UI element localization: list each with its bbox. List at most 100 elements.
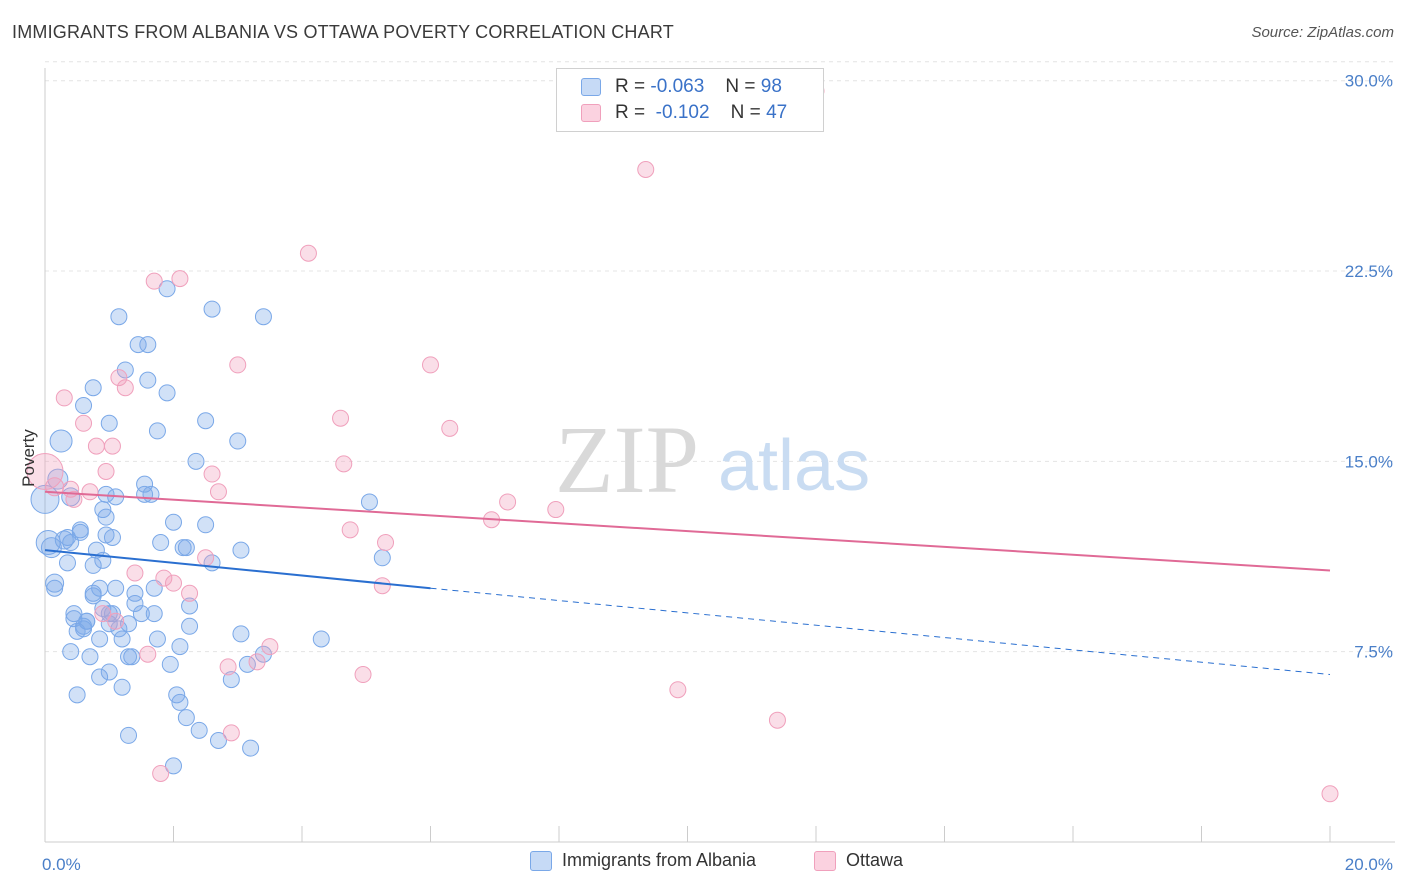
grid-lines <box>45 61 1395 653</box>
albania-point <box>232 625 250 643</box>
albania-point <box>165 513 182 531</box>
ottawa-point <box>669 681 687 699</box>
albania-point <box>107 579 125 597</box>
legend-row-albania: R = -0.063 N = 98 <box>581 74 782 100</box>
ottawa-point <box>768 711 786 729</box>
albania-point <box>65 605 83 623</box>
tick-labels: 7.5% 15.0% 22.5% 30.0% 0.0% 20.0% <box>42 72 1393 874</box>
ottawa-point <box>65 490 83 508</box>
albania-point <box>100 414 118 432</box>
data-points <box>26 82 1339 803</box>
albania-point <box>91 668 109 686</box>
legend-row-ottawa: R = -0.102 N = 47 <box>581 100 787 126</box>
x-tick-label: 0.0% <box>42 855 81 874</box>
albania-point <box>139 336 157 354</box>
ottawa-point <box>197 549 215 567</box>
albania-point <box>75 397 93 415</box>
ottawa-point <box>181 584 199 602</box>
ottawa-point <box>1321 785 1339 803</box>
albania-point <box>181 617 199 635</box>
ottawa-point <box>248 653 266 671</box>
ottawa-point <box>171 270 189 288</box>
bottom-legend-label: Ottawa <box>846 850 904 870</box>
albania-point <box>71 523 89 541</box>
ottawa-point <box>229 356 247 374</box>
albania-point <box>181 597 199 615</box>
ottawa-point <box>87 437 105 455</box>
albania-point <box>132 605 150 623</box>
y-tick-label: 30.0% <box>1345 72 1393 91</box>
albania-point <box>46 579 64 597</box>
albania-point <box>242 739 260 757</box>
albania-point <box>45 573 65 593</box>
albania-point <box>209 731 227 749</box>
albania-point <box>91 579 109 597</box>
legend-n-value: 47 <box>766 102 788 123</box>
ottawa-point <box>145 272 163 290</box>
ottawa-point <box>222 724 240 742</box>
albania-point <box>190 721 208 739</box>
chart-title: IMMIGRANTS FROM ALBANIA VS OTTAWA POVERT… <box>12 22 674 42</box>
albania-point <box>120 726 138 744</box>
ottawa-point <box>103 437 121 455</box>
albania-point <box>373 549 391 567</box>
albania-point <box>100 663 118 681</box>
albania-point <box>81 648 99 666</box>
ottawa-point <box>116 379 134 397</box>
ottawa-point <box>377 534 395 552</box>
ottawa-point <box>165 574 182 592</box>
albania-point <box>120 615 138 633</box>
ottawa-point <box>110 369 128 387</box>
albania-point <box>158 280 176 298</box>
albania-point <box>254 308 272 326</box>
legend-r-value: -0.102 <box>655 102 710 123</box>
albania-trend-dashed <box>430 587 1331 676</box>
ottawa-point <box>637 161 655 179</box>
ottawa-point <box>373 577 391 595</box>
albania-point <box>113 630 131 648</box>
ottawa-point <box>332 409 350 427</box>
trend-lines <box>44 490 1331 676</box>
ottawa-point <box>75 414 93 432</box>
legend-swatch-ottawa <box>581 104 601 122</box>
albania-point <box>148 422 166 440</box>
legend-r-value: -0.063 <box>650 76 705 97</box>
albania-point <box>222 671 240 689</box>
ottawa-point <box>97 462 115 480</box>
albania-point <box>145 605 163 623</box>
albania-point <box>229 432 247 450</box>
albania-point <box>68 686 86 704</box>
watermark-atlas: atlas <box>718 426 870 506</box>
albania-point <box>171 638 189 656</box>
albania-point <box>161 655 179 673</box>
albania-point <box>232 541 250 559</box>
albania-point <box>84 379 102 397</box>
axes <box>44 68 1395 843</box>
ottawa-point <box>341 521 359 539</box>
y-tick-label: 7.5% <box>1354 643 1393 662</box>
albania-point <box>126 584 144 602</box>
watermark: ZIP atlas <box>555 406 870 513</box>
albania-point <box>187 452 205 470</box>
albania-point <box>139 371 157 389</box>
legend-n-value: 98 <box>760 76 782 97</box>
albania-point <box>58 554 76 572</box>
albania-point <box>360 493 378 511</box>
ottawa-point <box>261 638 279 656</box>
albania-point <box>129 336 147 354</box>
ottawa-point <box>209 483 227 501</box>
bottom-legend-ottawa: Ottawa <box>814 850 903 871</box>
albania-point <box>40 537 62 559</box>
ottawa-point <box>219 658 237 676</box>
ottawa-point <box>152 764 170 782</box>
ottawa-point <box>499 493 517 511</box>
albania-point <box>136 475 154 493</box>
albania-point <box>78 612 96 630</box>
legend-n-label: N = <box>725 76 756 97</box>
albania-point <box>110 308 128 326</box>
y-tick-label: 15.0% <box>1345 452 1393 471</box>
y-tick-label: 22.5% <box>1345 262 1393 281</box>
albania-point <box>58 528 76 546</box>
albania-point <box>123 648 141 666</box>
